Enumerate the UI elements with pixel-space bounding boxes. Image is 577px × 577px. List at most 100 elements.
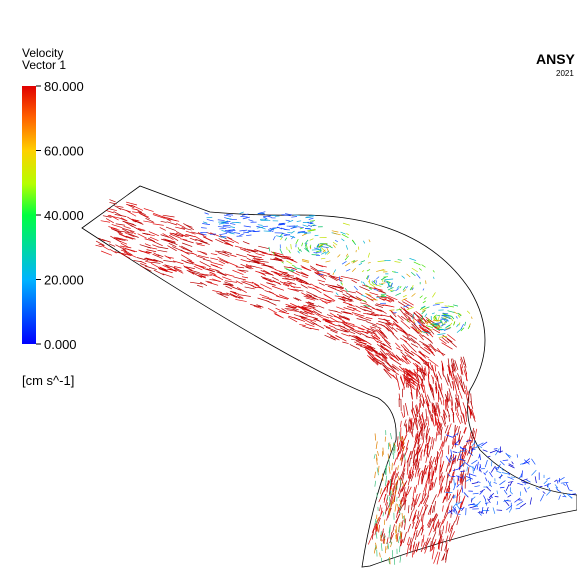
vector <box>287 232 292 233</box>
vector <box>203 237 213 242</box>
vector <box>194 264 204 269</box>
vector <box>415 530 417 540</box>
vector <box>396 525 397 532</box>
vector <box>108 227 117 230</box>
vector <box>381 487 385 496</box>
vector <box>500 461 504 465</box>
vector <box>162 270 173 273</box>
vector <box>119 234 127 237</box>
vector <box>160 227 166 230</box>
vector <box>419 442 423 453</box>
vector <box>309 222 314 223</box>
vector <box>499 451 503 452</box>
vector <box>353 309 361 312</box>
vector <box>448 523 450 531</box>
vector <box>362 270 364 271</box>
vector <box>442 450 443 457</box>
vector <box>412 533 415 541</box>
vector <box>442 505 443 511</box>
vector <box>419 268 422 270</box>
vector <box>167 222 177 225</box>
vector <box>305 244 306 247</box>
logo-version: 2021 <box>556 69 574 78</box>
vector <box>249 255 262 258</box>
vector <box>360 333 370 338</box>
vector <box>473 493 479 494</box>
vector <box>459 489 461 495</box>
vector <box>451 318 453 321</box>
vector <box>459 323 460 326</box>
vector <box>524 487 526 492</box>
vector <box>530 497 531 504</box>
vector <box>300 249 302 252</box>
vector <box>337 255 340 258</box>
vector <box>321 258 325 259</box>
vector <box>442 337 449 343</box>
vector <box>96 245 102 247</box>
vector <box>342 283 343 285</box>
vector <box>522 470 523 477</box>
vector <box>518 476 521 478</box>
vector <box>246 235 251 236</box>
vector <box>196 243 202 244</box>
vector <box>381 346 391 353</box>
vector <box>468 326 470 329</box>
vector <box>424 419 425 431</box>
vector <box>308 287 316 290</box>
vector <box>459 391 462 399</box>
vector <box>359 317 371 321</box>
vector <box>398 260 402 261</box>
vector <box>445 325 449 328</box>
vector <box>260 294 270 297</box>
vector <box>407 464 408 474</box>
vector <box>485 477 487 481</box>
vector <box>396 309 401 310</box>
vector <box>424 297 426 299</box>
vector <box>490 450 497 452</box>
vector <box>399 443 400 450</box>
vector <box>474 486 479 487</box>
vector <box>369 357 378 366</box>
vector <box>539 486 542 487</box>
vector <box>449 393 450 401</box>
vector <box>203 222 207 223</box>
vector <box>416 274 420 279</box>
vector <box>310 239 314 241</box>
vector <box>286 261 292 264</box>
vector <box>408 420 409 432</box>
vector <box>399 523 400 529</box>
vector <box>291 244 292 249</box>
vector <box>335 240 338 242</box>
vector <box>456 476 462 478</box>
vector <box>296 239 298 244</box>
vector <box>434 501 436 512</box>
vector <box>487 456 490 457</box>
vector <box>414 262 421 265</box>
vector <box>385 480 386 486</box>
vector <box>261 276 271 281</box>
vector <box>415 485 417 493</box>
vector <box>126 211 136 217</box>
vector <box>296 271 308 276</box>
vector <box>310 328 319 330</box>
vector <box>485 460 487 467</box>
vector <box>447 374 448 382</box>
vector <box>375 481 376 487</box>
vector <box>235 299 246 301</box>
vector <box>366 285 372 289</box>
vector <box>520 503 526 507</box>
vector <box>274 313 284 318</box>
vector <box>116 224 125 226</box>
vector <box>218 220 225 221</box>
vector <box>486 487 491 492</box>
vector <box>480 469 481 472</box>
vector <box>302 326 311 329</box>
vector <box>480 464 481 468</box>
vector <box>546 491 550 495</box>
vector <box>399 432 400 440</box>
vector <box>108 208 117 210</box>
vector <box>423 535 424 543</box>
vector <box>462 486 463 493</box>
vector <box>398 315 404 320</box>
vector <box>527 487 529 489</box>
